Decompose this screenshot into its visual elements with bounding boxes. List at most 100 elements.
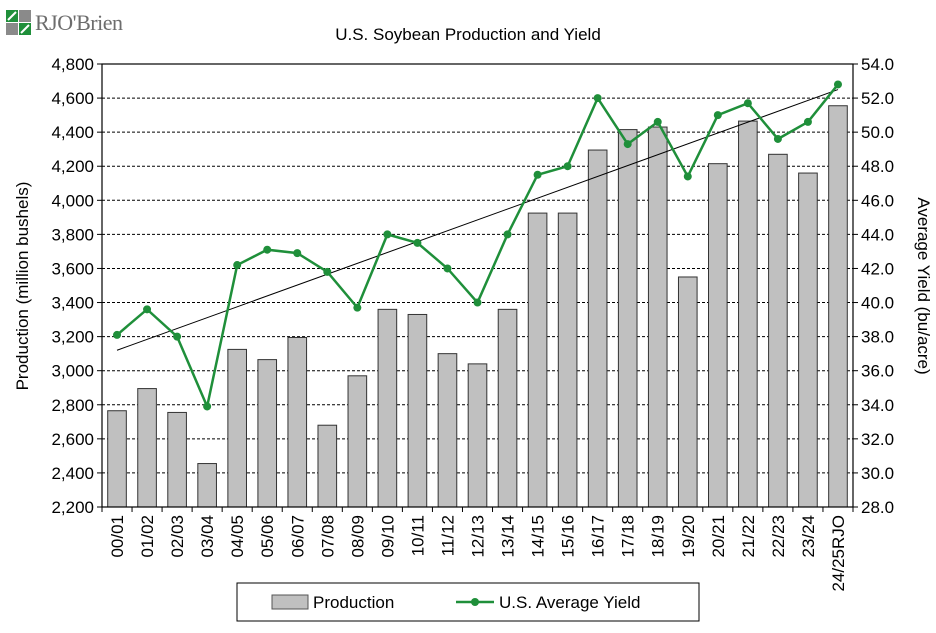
x-tick-label: 06/07 bbox=[288, 515, 307, 558]
x-axis-ticks: 00/01 01/02 02/03 03/04 04/05 05/06 06/07 07/08… bbox=[101, 507, 854, 592]
left-tick-label: 3,400 bbox=[51, 294, 94, 313]
brand-name: RJO'Brien bbox=[35, 10, 123, 35]
production-bar bbox=[407, 313, 428, 508]
right-tick-label: 52.0 bbox=[861, 89, 894, 108]
rjobrien-logo-icon bbox=[6, 10, 31, 35]
left-tick-label: 2,600 bbox=[51, 430, 94, 449]
yield-point bbox=[323, 267, 332, 276]
production-bar bbox=[137, 388, 157, 508]
yield-point bbox=[353, 303, 362, 312]
x-tick-label: 22/23 bbox=[769, 515, 788, 558]
yield-point bbox=[503, 230, 512, 239]
yield-point bbox=[743, 99, 752, 108]
x-tick-label: 02/03 bbox=[168, 515, 187, 558]
production-bar bbox=[768, 153, 788, 508]
right-tick-label: 36.0 bbox=[861, 362, 894, 381]
left-tick-label: 4,000 bbox=[51, 191, 94, 210]
production-bar bbox=[197, 463, 217, 508]
left-tick-label: 2,200 bbox=[51, 498, 94, 517]
yield-point bbox=[173, 332, 182, 341]
yield-point bbox=[653, 117, 662, 126]
x-tick-label: 10/11 bbox=[408, 515, 427, 556]
right-tick-label: 50.0 bbox=[861, 123, 894, 142]
x-tick-label: 13/14 bbox=[499, 515, 518, 558]
legend-swatch-yield-marker bbox=[471, 598, 479, 606]
production-bar bbox=[167, 411, 187, 508]
x-tick-label: 24/25RJO bbox=[829, 515, 848, 592]
x-tick-label: 08/09 bbox=[348, 515, 367, 558]
legend-swatch-production bbox=[271, 594, 309, 610]
yield-point bbox=[143, 305, 152, 314]
yield-point bbox=[833, 80, 842, 89]
yield-point bbox=[773, 134, 782, 143]
legend: Production U.S. Average Yield bbox=[236, 582, 700, 622]
production-bar bbox=[738, 120, 758, 508]
x-tick-label: 20/21 bbox=[709, 515, 728, 558]
production-bar bbox=[227, 348, 247, 508]
left-tick-label: 4,800 bbox=[51, 55, 94, 74]
production-bar bbox=[647, 126, 668, 508]
left-tick-label: 2,800 bbox=[51, 396, 94, 415]
right-tick-label: 54.0 bbox=[861, 55, 894, 74]
yield-point bbox=[293, 249, 302, 258]
production-bar bbox=[317, 424, 338, 508]
production-bar bbox=[107, 410, 127, 508]
yield-point bbox=[803, 117, 812, 126]
production-bar bbox=[708, 163, 728, 508]
y-axis-label: Production (million bushels) bbox=[13, 182, 32, 391]
right-tick-label: 42.0 bbox=[861, 259, 894, 278]
legend-frame bbox=[236, 582, 700, 622]
legend-label-production: Production bbox=[313, 593, 394, 612]
gridlines bbox=[102, 97, 853, 474]
right-tick-label: 40.0 bbox=[861, 294, 894, 313]
left-tick-label: 2,400 bbox=[51, 464, 94, 483]
x-tick-label: 11/12 bbox=[438, 515, 457, 556]
production-bar bbox=[437, 353, 458, 508]
left-tick-label: 4,600 bbox=[51, 89, 94, 108]
x-tick-label: 18/19 bbox=[649, 515, 668, 558]
legend-label-yield: U.S. Average Yield bbox=[499, 593, 640, 612]
x-tick-label: 05/06 bbox=[258, 515, 277, 558]
yield-point bbox=[623, 140, 632, 149]
chart-title: U.S. Soybean Production and Yield bbox=[335, 25, 601, 44]
production-bar bbox=[587, 149, 608, 508]
right-tick-label: 34.0 bbox=[861, 396, 894, 415]
yield-point bbox=[263, 245, 272, 254]
production-bar bbox=[677, 276, 698, 508]
production-bar bbox=[798, 172, 818, 508]
x-tick-label: 07/08 bbox=[318, 515, 337, 558]
yield-point bbox=[473, 298, 482, 307]
production-bar bbox=[527, 212, 548, 508]
yield-point bbox=[113, 330, 122, 339]
y2-axis-label: Average Yield (bu/acre) bbox=[914, 197, 933, 374]
yield-point bbox=[233, 261, 242, 270]
left-tick-label: 3,600 bbox=[51, 259, 94, 278]
left-tick-label: 3,200 bbox=[51, 328, 94, 347]
right-tick-label: 32.0 bbox=[861, 430, 894, 449]
left-tick-label: 4,200 bbox=[51, 157, 94, 176]
plot-frame bbox=[101, 63, 854, 508]
yield-point bbox=[533, 170, 542, 179]
x-tick-label: 09/10 bbox=[378, 515, 397, 558]
production-bar bbox=[497, 308, 518, 508]
yield-point bbox=[383, 230, 392, 239]
x-tick-label: 23/24 bbox=[799, 515, 818, 558]
left-axis-ticks: 2,200 2,400 2,600 2,800 3,000 3,200 3,400 3,600… bbox=[51, 55, 102, 517]
right-tick-label: 28.0 bbox=[861, 498, 894, 517]
right-tick-label: 46.0 bbox=[861, 191, 894, 210]
x-tick-label: 19/20 bbox=[679, 515, 698, 558]
production-bar bbox=[557, 212, 578, 508]
yield-point bbox=[683, 172, 692, 181]
yield-line bbox=[116, 83, 839, 411]
right-tick-label: 38.0 bbox=[861, 328, 894, 347]
x-tick-label: 21/22 bbox=[739, 515, 758, 558]
yield-point bbox=[443, 264, 452, 273]
left-tick-label: 3,800 bbox=[51, 225, 94, 244]
left-tick-label: 3,000 bbox=[51, 362, 94, 381]
axes bbox=[101, 63, 854, 508]
right-tick-label: 44.0 bbox=[861, 225, 894, 244]
yield-trendline bbox=[116, 89, 839, 351]
production-bar bbox=[377, 308, 398, 508]
production-bar bbox=[467, 363, 488, 508]
